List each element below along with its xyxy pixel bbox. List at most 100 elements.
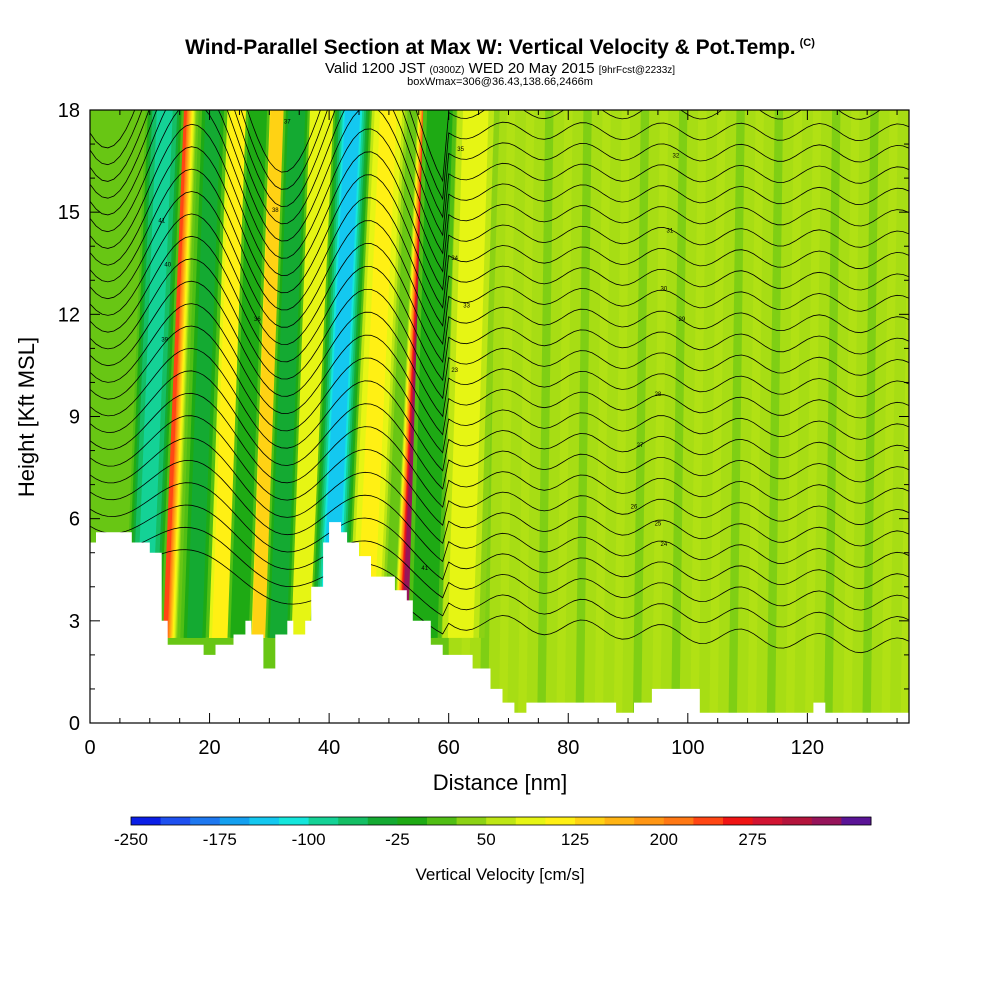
y-tick-label: 12 bbox=[58, 304, 80, 326]
field-stripe bbox=[518, 110, 535, 723]
valid-time-line: Valid 1200 JST (0300Z) WED 20 May 2015 [… bbox=[0, 60, 1000, 77]
colorbar-swatch bbox=[338, 817, 369, 825]
theta-label: 38 bbox=[272, 208, 279, 214]
theta-contour bbox=[90, 437, 909, 547]
colorbar-tick-label: 50 bbox=[477, 830, 496, 849]
velocity-band-1 bbox=[212, 110, 250, 638]
field-stripe bbox=[632, 110, 650, 723]
theta-label: 24 bbox=[661, 542, 668, 548]
valid-time-zulu: (0300Z) bbox=[429, 65, 465, 76]
theta-contour bbox=[90, 110, 909, 273]
colorbar-title: Vertical Velocity [cm/s] bbox=[415, 865, 584, 884]
theta-contours: 41 40 39 38 37 36 35 34 33 32 31 30 29 28 27 26 25 24 23 41 bbox=[90, 110, 909, 654]
field-stripe bbox=[785, 110, 803, 723]
velocity-band-4 bbox=[356, 110, 397, 638]
theta-label: 35 bbox=[457, 147, 464, 153]
colorbar-swatch bbox=[575, 817, 606, 825]
colorbar-swatch bbox=[190, 817, 221, 825]
x-tick-label: 80 bbox=[557, 737, 579, 759]
velocity-band-10 bbox=[272, 110, 304, 638]
y-tick-label: 18 bbox=[58, 100, 80, 122]
theta-contour bbox=[90, 258, 909, 400]
colorbar-tick-label: -175 bbox=[203, 830, 237, 849]
colorbar-swatch bbox=[604, 817, 635, 825]
terrain-mask bbox=[90, 522, 909, 723]
colorbar-swatch bbox=[634, 817, 665, 825]
colorbar-swatch bbox=[486, 817, 517, 825]
y-tick-label: 0 bbox=[69, 713, 80, 735]
velocity-band-7 bbox=[135, 110, 173, 638]
theta-contour bbox=[90, 146, 909, 309]
theta-contour bbox=[90, 459, 909, 568]
x-tick-label: 60 bbox=[438, 737, 460, 759]
x-tick-label: 120 bbox=[791, 737, 824, 759]
field-stripe bbox=[881, 110, 898, 723]
theta-contour bbox=[90, 549, 909, 654]
colorbar-frame bbox=[130, 816, 872, 826]
velocity-band-9 bbox=[233, 110, 265, 638]
title-text: Wind-Parallel Section at Max W: Vertical… bbox=[185, 36, 796, 59]
field-stripe bbox=[537, 110, 554, 723]
box-info: boxWmax=306@36.43,138.66,2466m bbox=[407, 76, 593, 88]
theta-label: 37 bbox=[284, 120, 291, 126]
field-stripe bbox=[728, 110, 745, 723]
colorbar-swatch bbox=[752, 817, 783, 825]
theta-contour bbox=[90, 110, 909, 237]
colorbar-swatch bbox=[308, 817, 339, 825]
field-stripe bbox=[498, 110, 516, 723]
colorbar-swatch bbox=[249, 817, 280, 825]
valid-time-a: Valid 1200 JST bbox=[324, 60, 426, 77]
valid-time-b: WED 20 May 2015 bbox=[468, 60, 595, 77]
theta-contour bbox=[90, 392, 909, 508]
theta-label: 36 bbox=[254, 317, 261, 323]
colorbar: -250 -175 -100 -25 50 125 200 275 bbox=[114, 816, 872, 849]
theta-contour bbox=[90, 123, 909, 291]
theta-contour bbox=[90, 110, 909, 219]
theta-contour bbox=[90, 191, 909, 346]
x-tick-label: 0 bbox=[84, 737, 95, 759]
x-tick-label: 20 bbox=[198, 737, 220, 759]
theta-contour bbox=[90, 325, 909, 454]
velocity-band-2 bbox=[251, 110, 288, 638]
field-stripe bbox=[804, 110, 822, 723]
colorbar-swatch bbox=[515, 817, 546, 825]
title-mark: (C) bbox=[799, 37, 815, 49]
field-stripe bbox=[709, 110, 726, 723]
theta-label: 27 bbox=[637, 443, 644, 449]
x-tick-label: 40 bbox=[318, 737, 340, 759]
theta-label: 29 bbox=[678, 317, 685, 323]
theta-label: 31 bbox=[667, 229, 674, 235]
colorbar-swatch bbox=[782, 817, 813, 825]
theta-contour bbox=[90, 347, 909, 472]
theta-contour bbox=[90, 235, 909, 382]
theta-label: 33 bbox=[463, 304, 470, 310]
colorbar-swatch bbox=[456, 817, 487, 825]
y-tick-label: 15 bbox=[58, 202, 80, 224]
theta-contour bbox=[90, 415, 909, 526]
field-east-region bbox=[448, 110, 909, 723]
colorbar-swatch bbox=[367, 817, 398, 825]
colorbar-swatch bbox=[811, 817, 842, 825]
y-tick-label: 9 bbox=[69, 407, 80, 429]
theta-label: 39 bbox=[161, 338, 168, 344]
theta-contour bbox=[90, 370, 909, 490]
colorbar-swatch bbox=[723, 817, 754, 825]
theta-contour bbox=[90, 110, 909, 255]
theta-label: 26 bbox=[631, 504, 638, 510]
theta-label: 32 bbox=[673, 154, 680, 160]
field-stripe bbox=[690, 110, 707, 723]
field-stripe bbox=[575, 110, 592, 723]
y-tick-label: 6 bbox=[69, 509, 80, 531]
theta-contour bbox=[90, 110, 909, 201]
theta-contour bbox=[90, 482, 909, 590]
theta-label: 41 bbox=[158, 218, 165, 224]
colorbar-tick-label: 125 bbox=[561, 830, 589, 849]
field-stripe bbox=[556, 110, 573, 723]
colorbar-swatch bbox=[427, 817, 458, 825]
y-tick-label: 3 bbox=[69, 611, 80, 633]
colorbar-swatch bbox=[841, 817, 872, 825]
colorbar-swatch bbox=[279, 817, 310, 825]
colorbar-swatch bbox=[131, 817, 162, 825]
theta-label: 34 bbox=[451, 256, 458, 262]
